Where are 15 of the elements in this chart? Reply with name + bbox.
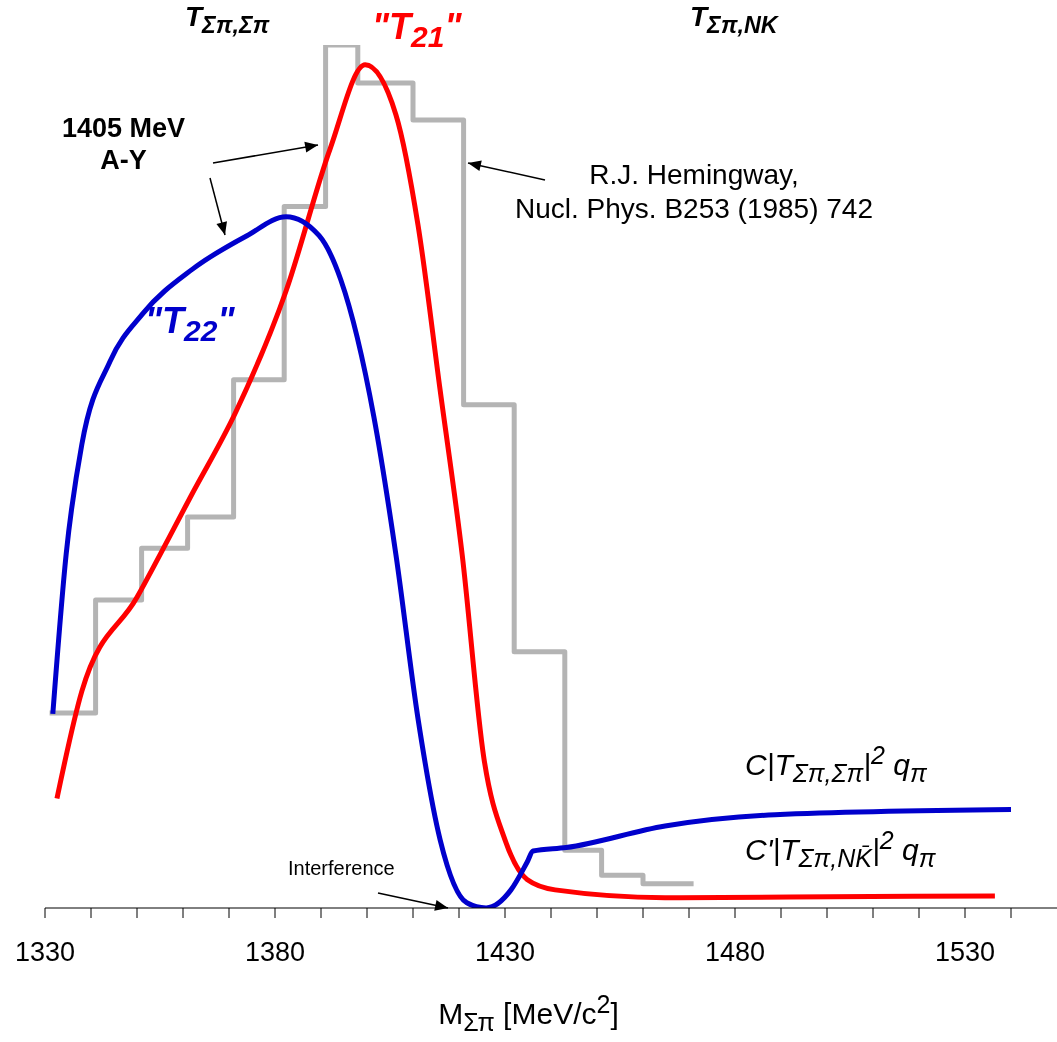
text: T$_{Σπ,NK}$ <box>690 0 778 40</box>
annotation: C'|T$_{Σπ,NK̄}$|$^{2}$ q$_{π}$ <box>745 825 936 873</box>
series-label: "T$_{21}$" <box>372 6 462 55</box>
series-label: "T$_{22}$" <box>145 300 235 349</box>
x-tick-label: 1380 <box>244 937 306 968</box>
x-axis-title: M$_{Σπ}$ [MeV/c$^{2}$] <box>437 990 620 1037</box>
annotation: 1405 MeV A-Y <box>62 112 186 177</box>
x-tick-label: 1530 <box>934 937 996 968</box>
x-tick-label: 1430 <box>474 937 536 968</box>
x-tick-label: 1480 <box>704 937 766 968</box>
annotation: Interference <box>288 856 395 880</box>
annotation: R.J. Hemingway, Nucl. Phys. B253 (1985) 742 <box>515 158 873 226</box>
x-tick-label: 1330 <box>14 937 76 968</box>
text: T$_{Σπ,Σπ}$ <box>185 0 270 40</box>
annotation: C|T$_{Σπ,Σπ}$|$^{2}$ q$_{π}$ <box>745 740 927 788</box>
